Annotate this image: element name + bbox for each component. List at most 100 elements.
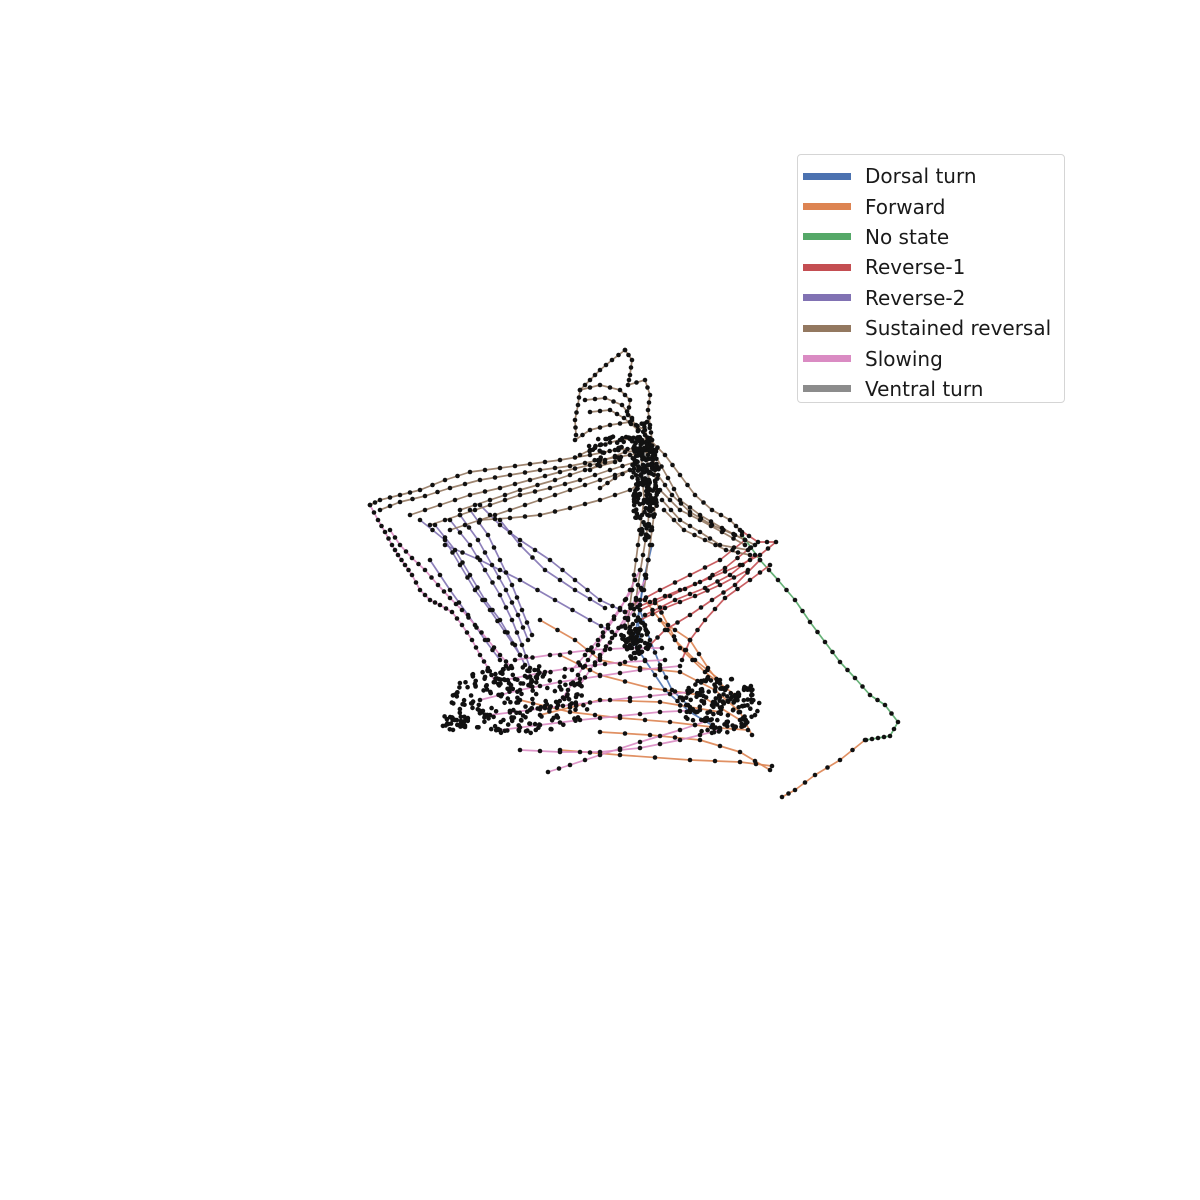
data-point-slowing (582, 663, 588, 669)
data-point-reverse-1 (687, 637, 693, 643)
data-point-sustained-reversal (745, 547, 751, 553)
data-point-reverse-2 (523, 654, 529, 659)
cluster-point-1 (741, 698, 747, 703)
data-point-slowing (697, 732, 703, 738)
cluster-point-2 (645, 500, 650, 506)
data-point-sustained-reversal (733, 523, 739, 529)
data-point-slowing (587, 667, 593, 673)
data-point-forward (687, 757, 693, 763)
data-point-slowing (587, 647, 593, 653)
data-point-reverse-1 (682, 586, 688, 592)
data-point-slowing (617, 746, 623, 751)
data-point-sustained-reversal (430, 482, 435, 488)
data-point-sustained-reversal (617, 421, 623, 426)
cluster-point-3 (642, 640, 648, 646)
data-point-sustained-reversal (626, 405, 632, 410)
data-point-sustained-reversal (572, 417, 578, 423)
cluster-point-0 (547, 678, 553, 683)
legend-label-reverse-2: Reverse-2 (865, 285, 966, 310)
data-point-sustained-reversal (620, 463, 625, 469)
legend-entry-reverse-2: Reverse-2 (798, 283, 1064, 313)
cluster-point-5 (595, 436, 601, 442)
data-point-forward (597, 729, 603, 735)
data-point-reverse-1 (687, 591, 693, 597)
data-point-reverse-1 (677, 587, 683, 593)
cluster-point-1 (683, 695, 689, 700)
legend-label-slowing: Slowing (865, 346, 943, 371)
data-point-reverse-2 (515, 612, 521, 618)
data-point-sustained-reversal (635, 542, 641, 548)
data-point-reverse-1 (687, 572, 693, 578)
data-point-reverse-2 (509, 617, 515, 623)
cluster-point-3 (634, 618, 639, 624)
cluster-point-1 (715, 717, 720, 723)
data-point-reverse-1 (717, 582, 723, 588)
data-point-reverse-1 (757, 557, 763, 563)
data-point-reverse-2 (535, 587, 540, 593)
data-point-sustained-reversal (587, 462, 593, 468)
data-point-no-state (822, 639, 828, 645)
data-point-slowing (607, 640, 613, 645)
data-point-sustained-reversal (739, 529, 745, 535)
cluster-point-1 (683, 715, 689, 720)
cluster-point-5 (626, 435, 631, 440)
cluster-point-2 (654, 461, 659, 467)
data-point-reverse-2 (503, 605, 509, 610)
data-point-sustained-reversal (567, 487, 573, 493)
data-point-slowing (453, 601, 459, 607)
data-point-reverse-1 (687, 612, 693, 618)
data-point-sustained-reversal (603, 362, 609, 368)
cluster-point-1 (711, 729, 717, 735)
data-point-reverse-2 (482, 550, 488, 555)
data-point-reverse-2 (519, 642, 525, 648)
data-point-forward (677, 669, 683, 675)
data-point-sustained-reversal (667, 497, 673, 503)
data-point-slowing (582, 652, 588, 658)
data-point-slowing (657, 741, 663, 747)
data-point-sustained-reversal (537, 467, 543, 473)
data-point-slowing (489, 672, 494, 678)
cluster-point-2 (650, 513, 656, 518)
cluster-point-0 (536, 725, 541, 730)
cluster-point-1 (740, 715, 746, 721)
cluster-point-0 (473, 683, 478, 689)
data-point-reverse-1 (757, 570, 763, 575)
cluster-point-0 (579, 683, 584, 689)
data-point-no-state (784, 587, 789, 593)
data-point-sustained-reversal (670, 462, 675, 468)
cluster-point-2 (642, 424, 647, 430)
data-point-forward (650, 607, 655, 613)
data-point-sustained-reversal (597, 382, 603, 388)
cluster-point-0 (495, 726, 501, 732)
cluster-point-1 (687, 707, 693, 712)
cluster-point-2 (642, 536, 648, 541)
cluster-point-0 (515, 695, 520, 701)
data-point-reverse-2 (489, 562, 495, 568)
data-point-sustained-reversal (597, 497, 603, 503)
data-point-forward (792, 787, 798, 793)
data-point-sustained-reversal (487, 497, 493, 503)
cluster-point-1 (721, 692, 726, 697)
data-point-dorsal-turn (652, 672, 658, 678)
data-point-sustained-reversal (626, 377, 632, 383)
data-point-slowing (530, 655, 535, 660)
data-point-sustained-reversal (467, 492, 473, 498)
data-point-slowing (600, 630, 606, 635)
data-point-sustained-reversal (671, 517, 677, 523)
data-point-sustained-reversal (697, 517, 703, 523)
data-point-sustained-reversal (607, 422, 613, 428)
legend-swatch-slowing (803, 355, 851, 363)
cluster-point-0 (496, 683, 502, 688)
data-point-reverse-2 (609, 629, 615, 635)
data-point-reverse-2 (477, 502, 483, 508)
cluster-point-1 (687, 689, 692, 694)
data-point-forward (622, 731, 628, 736)
data-point-slowing (537, 748, 543, 754)
data-point-reverse-1 (692, 593, 698, 599)
data-point-slowing (597, 673, 603, 679)
data-point-slowing (406, 567, 411, 573)
data-point-slowing (517, 747, 523, 753)
data-point-slowing (473, 645, 479, 650)
data-point-sustained-reversal (629, 415, 635, 421)
data-point-sustained-reversal (627, 397, 633, 403)
